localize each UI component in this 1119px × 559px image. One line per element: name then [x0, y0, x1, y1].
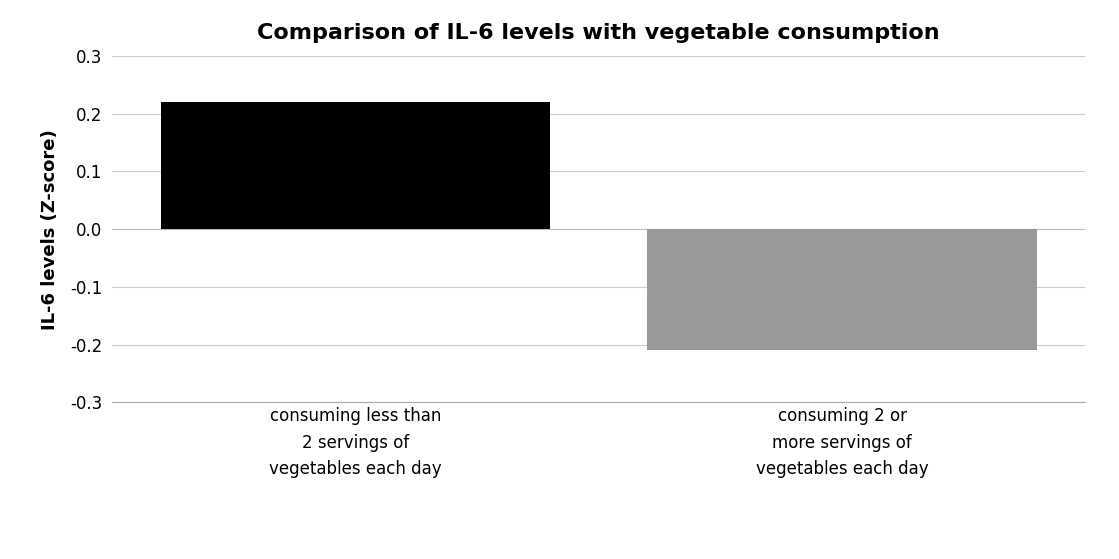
Bar — [161, 102, 551, 229]
Bar — [647, 229, 1036, 350]
Title: Comparison of IL-6 levels with vegetable consumption: Comparison of IL-6 levels with vegetable… — [257, 23, 940, 43]
Y-axis label: IL-6 levels (Z-score): IL-6 levels (Z-score) — [40, 129, 59, 330]
